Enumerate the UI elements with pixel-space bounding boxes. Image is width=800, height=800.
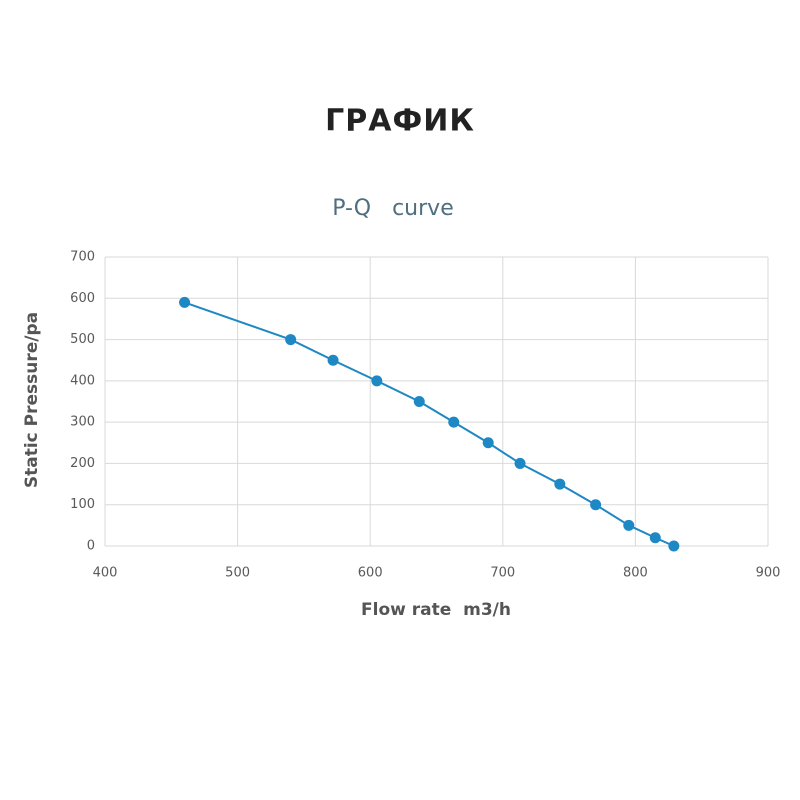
- data-point: [448, 416, 460, 428]
- y-axis-label: Static Pressure/pa: [22, 312, 42, 488]
- data-point: [514, 457, 526, 469]
- data-point: [327, 354, 339, 366]
- x-tick-label: 600: [358, 566, 383, 581]
- chart-title: P-Q curve: [332, 196, 453, 221]
- x-tick-label: 700: [490, 566, 515, 581]
- data-point: [649, 532, 661, 544]
- data-point: [668, 540, 680, 552]
- data-point: [554, 478, 566, 490]
- y-tick-label: 600: [70, 291, 95, 306]
- data-point: [623, 519, 635, 531]
- x-axis-label: Flow rate m3/h: [361, 600, 511, 620]
- data-point: [371, 375, 383, 387]
- data-point: [413, 396, 425, 407]
- y-tick-label: 0: [87, 539, 95, 554]
- data-point: [482, 437, 494, 449]
- y-tick-label: 100: [70, 497, 95, 512]
- y-tick-label: 700: [70, 250, 95, 265]
- data-point: [179, 296, 191, 308]
- data-point: [285, 334, 297, 346]
- x-tick-label: 500: [225, 566, 250, 581]
- header: ГРАФИК: [325, 104, 475, 139]
- y-tick-label: 400: [70, 373, 95, 388]
- x-tick-label: 900: [756, 566, 781, 581]
- y-tick-label: 200: [70, 456, 95, 471]
- y-tick-label: 300: [70, 415, 95, 430]
- y-tick-label: 500: [70, 332, 95, 347]
- x-tick-label: 400: [93, 566, 118, 581]
- data-point: [590, 499, 602, 511]
- series-line: [184, 301, 675, 547]
- x-tick-label: 800: [623, 566, 648, 581]
